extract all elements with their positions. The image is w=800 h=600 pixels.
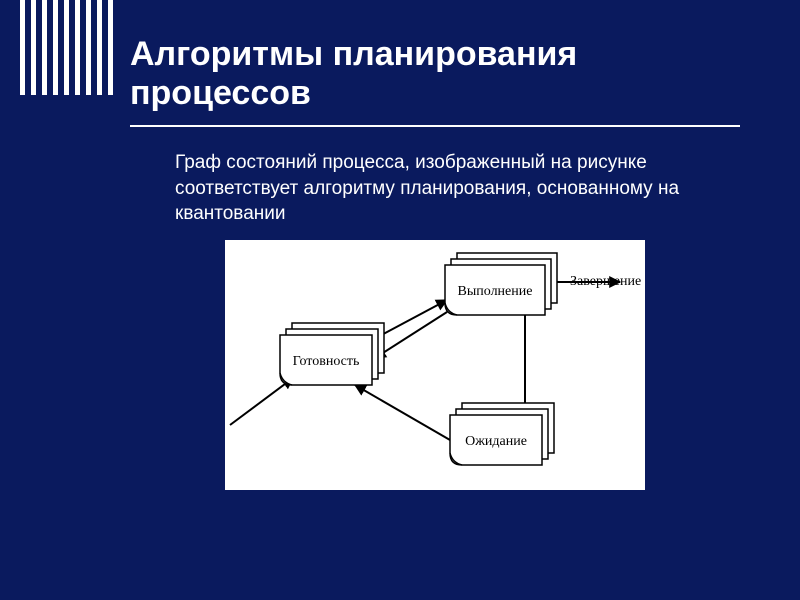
- decor-bar: [31, 0, 36, 95]
- node-running: Выполнение: [445, 253, 557, 315]
- node-label-waiting: Ожидание: [465, 434, 527, 449]
- decor-bar: [86, 0, 91, 95]
- state-graph-diagram: Готовность Выполнение Ожидание Завершение: [225, 240, 645, 490]
- slide-root: Алгоритмы планирования процессов Граф со…: [0, 0, 800, 600]
- edge: [355, 385, 450, 440]
- decor-bar: [53, 0, 58, 95]
- free-label: Завершение: [570, 274, 641, 289]
- diagram-svg: Готовность Выполнение Ожидание Завершение: [225, 240, 645, 490]
- decor-bars: [20, 0, 113, 95]
- node-waiting: Ожидание: [450, 403, 554, 465]
- decor-bar: [42, 0, 47, 95]
- title-underline: [130, 125, 740, 127]
- slide-body-text: Граф состояний процесса, изображенный на…: [175, 150, 695, 227]
- node-label-running: Выполнение: [458, 284, 533, 299]
- decor-bar: [75, 0, 80, 95]
- node-ready: Готовность: [280, 323, 384, 385]
- slide-title: Алгоритмы планирования процессов: [130, 35, 690, 113]
- decor-bar: [97, 0, 102, 95]
- decor-bar: [64, 0, 69, 95]
- decor-bar: [108, 0, 113, 95]
- decor-bar: [20, 0, 25, 95]
- edge: [230, 378, 293, 425]
- node-label-ready: Готовность: [293, 354, 360, 369]
